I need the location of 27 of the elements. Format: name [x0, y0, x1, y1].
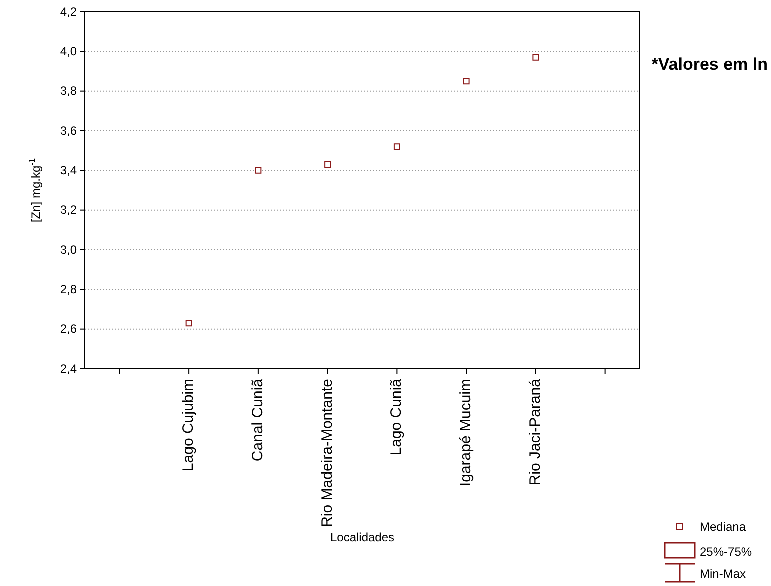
- y-tick-label: 2,6: [60, 322, 78, 336]
- text: Min-Max: [700, 567, 746, 581]
- point: [532, 54, 540, 61]
- y-tick-label: 4,2: [60, 4, 78, 19]
- x-tick-label: Canal Cuniã: [249, 378, 266, 462]
- point: [255, 167, 262, 174]
- legend-label: Mediana: [700, 520, 746, 534]
- y-tick-label: 3,0: [60, 242, 78, 257]
- x-tick-label: Rio Jaci-Paraná: [526, 378, 544, 486]
- text: *Valores em ln: [652, 55, 768, 74]
- y-tick-label: 3,4: [60, 164, 78, 178]
- x-axis-title: Localidades: [330, 530, 395, 544]
- y-tick-label: 2,4: [60, 362, 78, 376]
- y-tick-label: 2,8: [60, 282, 78, 297]
- x-tick-label: Rio Madeira-Montante: [318, 379, 336, 528]
- x-tick-label: Lago Cuniã: [388, 378, 406, 456]
- y-tick-label: 4,0: [60, 44, 78, 59]
- y-tick-label: 3,6: [60, 124, 78, 138]
- point: [186, 320, 192, 327]
- x-tick-label: Lago Cujubim: [180, 379, 198, 472]
- y-tick-label: 3,2: [60, 203, 78, 218]
- point: [394, 144, 400, 150]
- point: [463, 78, 470, 85]
- y-tick-label: 3,8: [60, 84, 78, 98]
- text: 25%-75%: [700, 545, 752, 559]
- x-tick-label: Igarapé Mucuim: [458, 379, 475, 487]
- point: [324, 161, 332, 168]
